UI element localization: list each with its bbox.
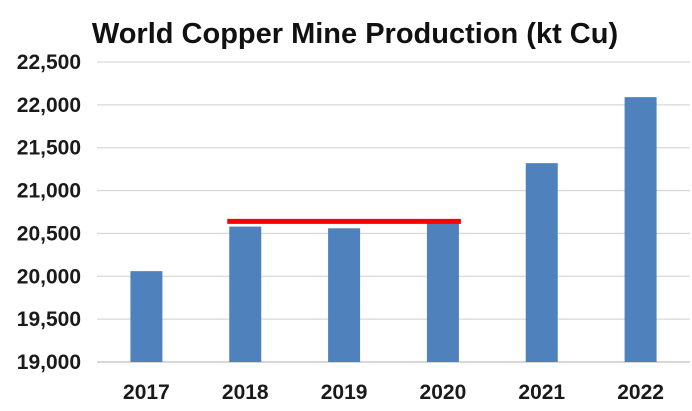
x-tick-label: 2022 [617,381,664,404]
bar-2021 [525,163,558,362]
bar-2020 [426,223,459,362]
bar-2019 [328,228,361,362]
x-tick-label: 2017 [123,381,170,404]
y-tick-label: 19,500 [17,308,81,331]
x-tick-label: 2020 [420,381,467,404]
y-axis-ticks: 19,000 19,500 20,000 20,500 21,000 21,500 22,0… [17,51,81,374]
bars [130,97,657,363]
y-tick-label: 22,500 [17,51,81,74]
x-tick-label: 2019 [321,381,368,404]
gridlines [97,61,690,363]
y-tick-label: 22,000 [17,94,81,117]
x-tick-label: 2021 [518,381,565,404]
bar-2018 [229,226,262,362]
chart-title: World Copper Mine Production (kt Cu) [92,18,618,50]
bar-2022 [624,97,657,363]
y-tick-label: 20,500 [17,222,81,245]
y-tick-label: 19,000 [17,351,81,374]
y-tick-label: 21,500 [17,137,81,160]
y-tick-label: 20,000 [17,265,81,288]
x-tick-label: 2018 [222,381,269,404]
y-tick-label: 21,000 [17,180,81,203]
bar-2017 [130,271,163,362]
x-axis-ticks: 2017 2018 2019 2020 2021 2022 [123,381,664,404]
